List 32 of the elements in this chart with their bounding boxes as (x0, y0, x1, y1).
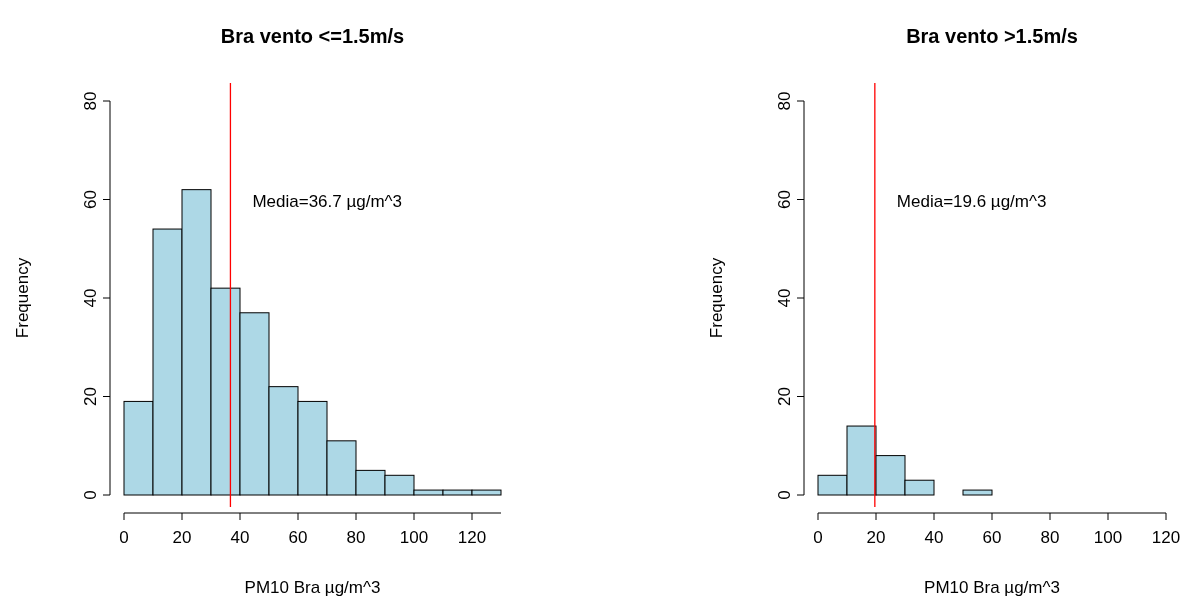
x-tick-label: 20 (866, 528, 886, 547)
x-tick-label: 120 (1151, 528, 1181, 547)
x-tick-label: 60 (982, 528, 1002, 547)
y-tick-label: 40 (775, 288, 794, 308)
y-axis-title: Frequency (13, 257, 32, 339)
annotation: Media=19.6 µg/m^3 (896, 191, 1047, 211)
y-tick-label: 20 (775, 387, 794, 406)
chart-title: Bra vento <=1.5m/s (220, 25, 405, 47)
x-tick-label: 100 (1093, 528, 1123, 547)
y-tick-label: 60 (775, 190, 794, 209)
y-tick-label: 40 (81, 288, 100, 308)
x-tick-label: 0 (813, 528, 823, 547)
x-tick-label: 120 (457, 528, 487, 547)
y-tick-label: 0 (775, 490, 794, 500)
y-tick-label: 80 (775, 91, 794, 111)
x-axis-title: PM10 Bra µg/m^3 (244, 578, 381, 597)
y-tick-label: 0 (81, 490, 100, 500)
chart-title: Bra vento >1.5m/s (906, 25, 1078, 47)
x-tick-label: 40 (230, 528, 250, 547)
x-axis-title: PM10 Bra µg/m^3 (924, 578, 1060, 597)
x-tick-label: 0 (119, 528, 129, 547)
y-tick-label: 80 (81, 91, 100, 111)
y-tick-label: 60 (81, 190, 100, 209)
x-tick-label: 40 (924, 528, 944, 547)
y-axis-title: Frequency (707, 257, 726, 339)
x-tick-label: 100 (399, 528, 429, 547)
x-tick-label: 60 (288, 528, 308, 547)
annotation: Media=36.7 µg/m^3 (252, 191, 403, 211)
x-tick-label: 80 (346, 528, 366, 547)
x-tick-label: 80 (1040, 528, 1060, 547)
y-tick-label: 20 (81, 387, 100, 406)
x-tick-label: 20 (172, 528, 192, 547)
